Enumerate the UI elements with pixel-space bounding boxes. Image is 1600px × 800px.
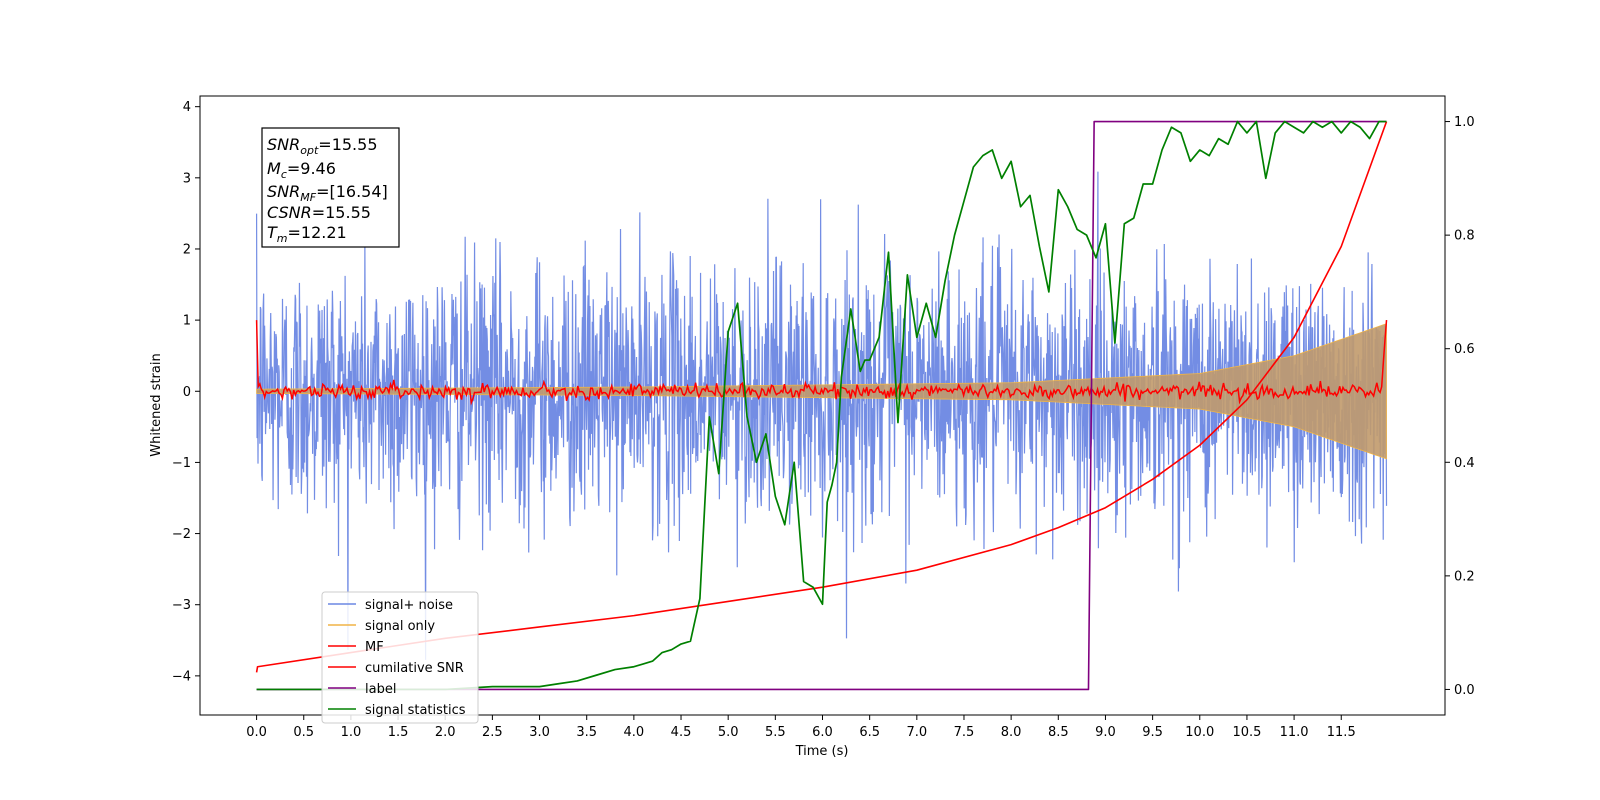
signal-noise-series <box>255 171 1388 660</box>
label-line <box>256 120 1387 691</box>
x-tick-label: 11.0 <box>1280 725 1309 740</box>
y2-tick-label: 0.6 <box>1454 342 1475 357</box>
legend-label-signal-noise: signal+ noise <box>365 598 453 613</box>
x-tick-label: 4.5 <box>671 725 692 740</box>
x-tick-label: 5.0 <box>718 725 739 740</box>
y-tick-label: 1 <box>183 314 191 329</box>
x-tick-label: 6.5 <box>859 725 880 740</box>
legend: signal+ noise signal only MF cumilative … <box>321 591 479 724</box>
x-tick-label: 8.5 <box>1048 725 1069 740</box>
snr-mf-text: SNRMF=[16.54] <box>267 182 388 204</box>
legend-label-signal-statistics: signal statistics <box>365 703 466 718</box>
x-axis: 0.0 0.5 1.0 1.5 2.0 2.5 3.0 3.5 4.0 4.5 5.0 5.5 6.0 6… <box>246 715 1356 740</box>
y-tick-label: −4 <box>172 669 191 684</box>
x-tick-label: 2.5 <box>482 725 503 740</box>
y-axis-right: 0.0 0.2 0.4 0.6 0.8 1.0 <box>1445 115 1475 698</box>
csnr-text: CSNR=15.55 <box>267 203 371 222</box>
y-tick-label: 2 <box>183 242 191 257</box>
legend-label-label: label <box>365 682 396 697</box>
x-tick-label: 10.5 <box>1232 725 1261 740</box>
legend-label-cumulative-snr: cumilative SNR <box>365 661 464 676</box>
mf-line <box>255 320 1388 406</box>
y-tick-label: 3 <box>183 171 191 186</box>
x-tick-label: 8.0 <box>1001 725 1022 740</box>
y-tick-label: 0 <box>183 385 191 400</box>
y2-tick-label: 0.8 <box>1454 229 1475 244</box>
tm-text: Tm=12.21 <box>267 223 347 245</box>
x-tick-label: 9.0 <box>1095 725 1116 740</box>
y2-tick-label: 0.4 <box>1454 456 1475 471</box>
y-tick-label: −1 <box>172 456 191 471</box>
y-tick-label: 4 <box>183 100 191 115</box>
mc-text: Mc=9.46 <box>267 159 336 181</box>
signal-noise-line <box>255 171 1388 660</box>
x-tick-label: 0.0 <box>246 725 267 740</box>
mf-series <box>255 320 1388 406</box>
x-tick-label: 2.0 <box>435 725 456 740</box>
x-tick-label: 0.5 <box>293 725 314 740</box>
snr-opt-text: SNRopt=15.55 <box>267 135 378 157</box>
x-tick-label: 6.0 <box>812 725 833 740</box>
x-tick-label: 7.5 <box>954 725 975 740</box>
x-tick-label: 4.0 <box>624 725 645 740</box>
y2-tick-label: 0.0 <box>1454 683 1475 698</box>
x-tick-label: 11.5 <box>1327 725 1356 740</box>
y-axis-left: −4 −3 −2 −1 0 1 2 3 4 <box>172 100 200 684</box>
x-tick-label: 5.5 <box>765 725 786 740</box>
x-tick-label: 1.5 <box>388 725 409 740</box>
y-axis-label: Whitened strain <box>149 353 164 456</box>
y2-tick-label: 0.2 <box>1454 569 1475 584</box>
x-tick-label: 3.5 <box>576 725 597 740</box>
info-box: SNRopt=15.55 Mc=9.46 SNRMF=[16.54] CSNR=… <box>261 127 400 248</box>
y2-tick-label: 1.0 <box>1454 115 1475 130</box>
x-tick-label: 10.0 <box>1185 725 1214 740</box>
x-axis-label: Time (s) <box>795 744 849 759</box>
info-box-frame <box>261 127 400 248</box>
y-tick-label: −3 <box>172 598 191 613</box>
legend-label-signal-only: signal only <box>365 619 435 634</box>
y-tick-label: −2 <box>172 527 191 542</box>
legend-frame <box>321 591 479 724</box>
x-tick-label: 7.0 <box>906 725 927 740</box>
x-tick-label: 1.0 <box>341 725 362 740</box>
signal-statistics-line <box>256 120 1387 691</box>
x-tick-label: 3.0 <box>529 725 550 740</box>
x-tick-label: 9.5 <box>1142 725 1163 740</box>
legend-label-mf: MF <box>365 640 384 655</box>
